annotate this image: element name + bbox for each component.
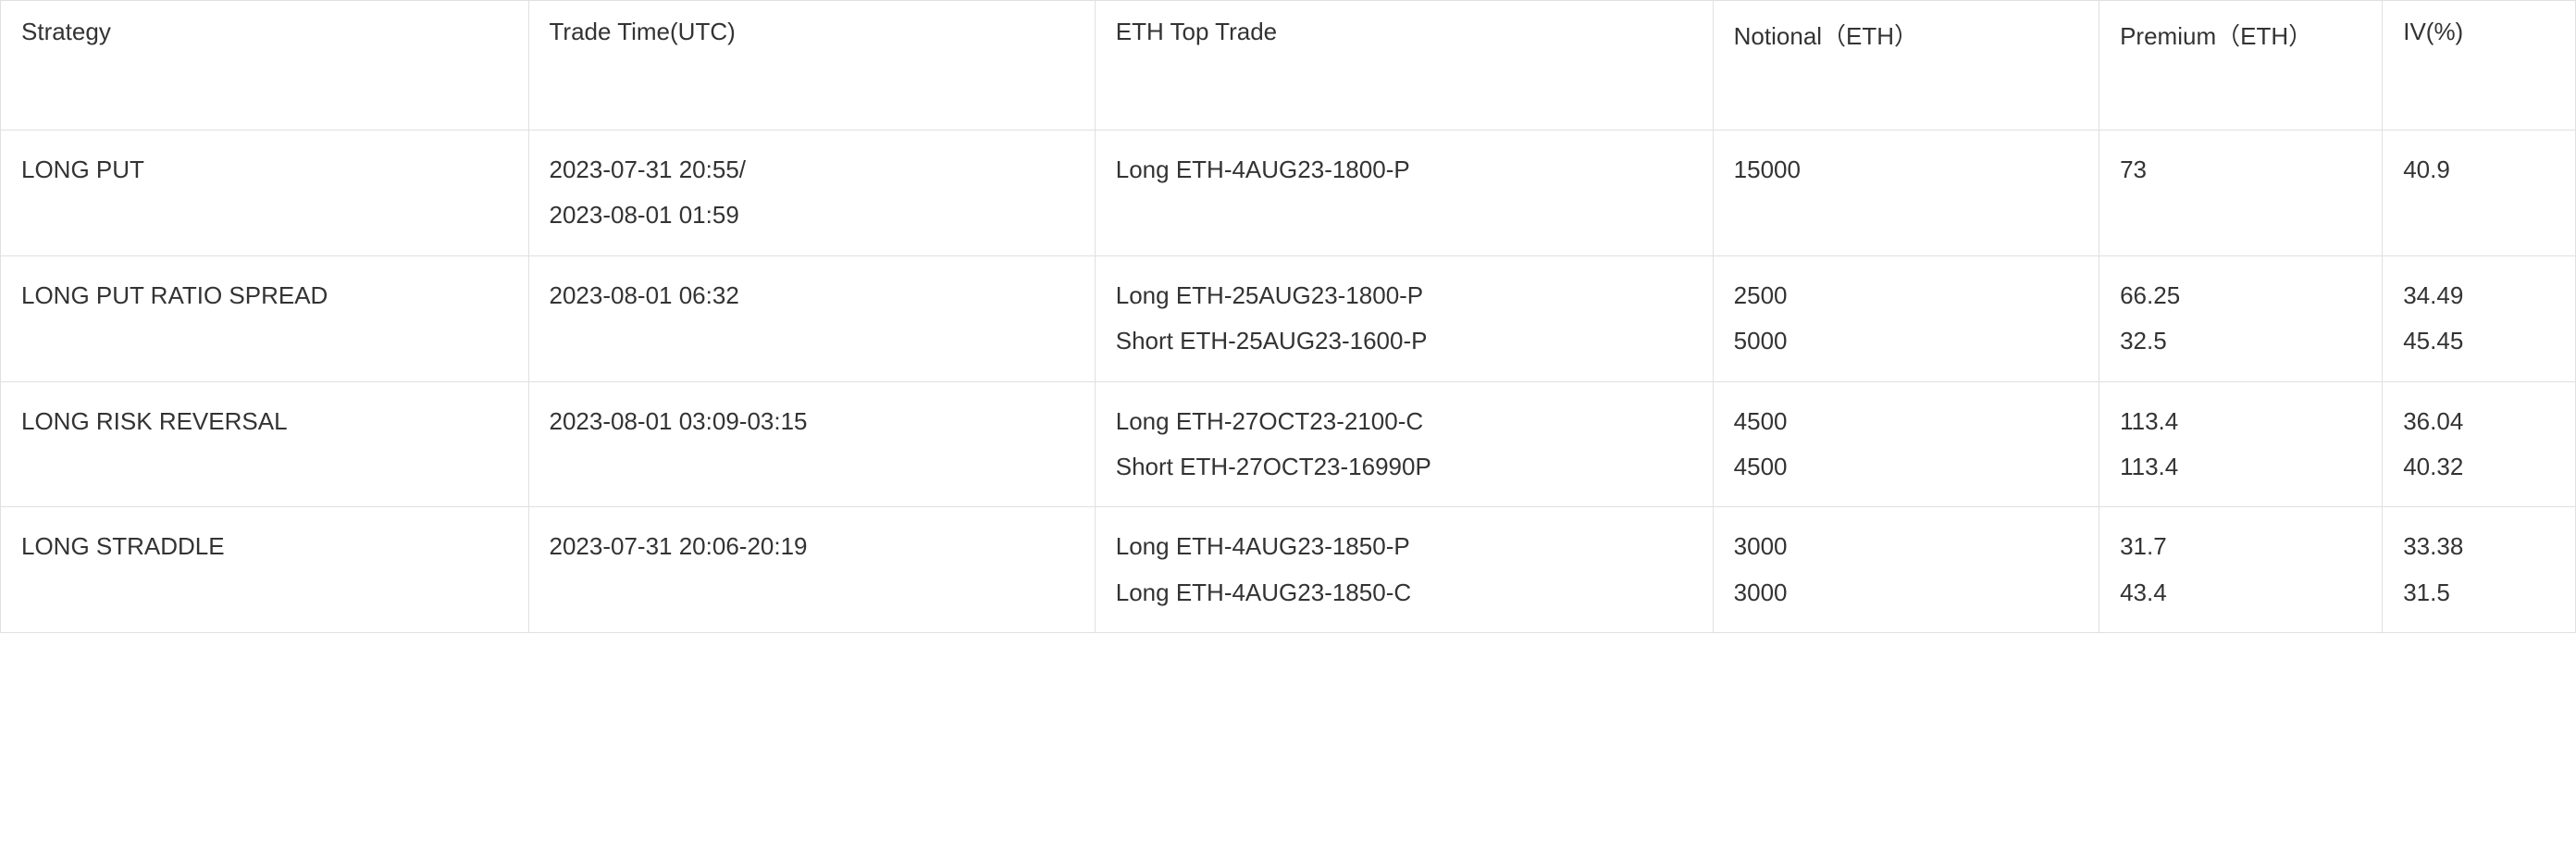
cell-notional: 4500 4500 (1713, 381, 2099, 507)
table-header: Strategy Trade Time(UTC) ETH Top Trade N… (1, 1, 2576, 131)
cell-value: 5000 (1734, 318, 2078, 364)
cell-value: Short ETH-27OCT23-16990P (1116, 444, 1692, 490)
cell-value: 2023-08-01 06:32 (550, 273, 1074, 318)
cell-value: 2023-07-31 20:06-20:19 (550, 524, 1074, 569)
cell-trade-time: 2023-08-01 03:09-03:15 (528, 381, 1095, 507)
cell-value: 33.38 (2403, 524, 2555, 569)
col-header-top-trade: ETH Top Trade (1095, 1, 1713, 131)
cell-value: 40.32 (2403, 444, 2555, 490)
cell-trade-time: 2023-07-31 20:06-20:19 (528, 507, 1095, 633)
col-header-premium: Premium（ETH） (2099, 1, 2383, 131)
cell-premium: 66.25 32.5 (2099, 255, 2383, 381)
cell-notional: 2500 5000 (1713, 255, 2099, 381)
cell-value: 3000 (1734, 524, 2078, 569)
cell-value: LONG PUT (21, 147, 508, 193)
cell-iv: 40.9 (2383, 131, 2576, 256)
cell-value: 4500 (1734, 444, 2078, 490)
cell-value: Long ETH-27OCT23-2100-C (1116, 399, 1692, 444)
cell-premium: 73 (2099, 131, 2383, 256)
cell-notional: 15000 (1713, 131, 2099, 256)
cell-value: 40.9 (2403, 147, 2555, 193)
cell-value: 113.4 (2120, 399, 2361, 444)
cell-top-trade: Long ETH-4AUG23-1850-P Long ETH-4AUG23-1… (1095, 507, 1713, 633)
cell-premium: 31.7 43.4 (2099, 507, 2383, 633)
cell-value: Long ETH-25AUG23-1800-P (1116, 273, 1692, 318)
cell-strategy: LONG PUT (1, 131, 529, 256)
cell-strategy: LONG STRADDLE (1, 507, 529, 633)
col-header-trade-time: Trade Time(UTC) (528, 1, 1095, 131)
cell-top-trade: Long ETH-25AUG23-1800-P Short ETH-25AUG2… (1095, 255, 1713, 381)
cell-iv: 33.38 31.5 (2383, 507, 2576, 633)
cell-top-trade: Long ETH-27OCT23-2100-C Short ETH-27OCT2… (1095, 381, 1713, 507)
cell-trade-time: 2023-07-31 20:55/ 2023-08-01 01:59 (528, 131, 1095, 256)
cell-value: LONG RISK REVERSAL (21, 399, 508, 444)
cell-value: LONG PUT RATIO SPREAD (21, 273, 508, 318)
cell-iv: 36.04 40.32 (2383, 381, 2576, 507)
cell-value: Long ETH-4AUG23-1850-P (1116, 524, 1692, 569)
table-row: LONG RISK REVERSAL 2023-08-01 03:09-03:1… (1, 381, 2576, 507)
cell-value: Long ETH-4AUG23-1850-C (1116, 570, 1692, 616)
table-body: LONG PUT 2023-07-31 20:55/ 2023-08-01 01… (1, 131, 2576, 633)
cell-strategy: LONG RISK REVERSAL (1, 381, 529, 507)
cell-value: 43.4 (2120, 570, 2361, 616)
cell-top-trade: Long ETH-4AUG23-1800-P (1095, 131, 1713, 256)
cell-value: 2023-08-01 03:09-03:15 (550, 399, 1074, 444)
cell-value: 3000 (1734, 570, 2078, 616)
cell-value: 32.5 (2120, 318, 2361, 364)
table-row: LONG PUT RATIO SPREAD 2023-08-01 06:32 L… (1, 255, 2576, 381)
cell-value: 66.25 (2120, 273, 2361, 318)
cell-value: 31.5 (2403, 570, 2555, 616)
cell-trade-time: 2023-08-01 06:32 (528, 255, 1095, 381)
cell-value: 34.49 (2403, 273, 2555, 318)
col-header-strategy: Strategy (1, 1, 529, 131)
cell-value: 73 (2120, 147, 2361, 193)
col-header-notional: Notional（ETH） (1713, 1, 2099, 131)
cell-value: LONG STRADDLE (21, 524, 508, 569)
cell-value: 2500 (1734, 273, 2078, 318)
cell-value: Long ETH-4AUG23-1800-P (1116, 147, 1692, 193)
cell-strategy: LONG PUT RATIO SPREAD (1, 255, 529, 381)
cell-value: 113.4 (2120, 444, 2361, 490)
eth-trades-table: Strategy Trade Time(UTC) ETH Top Trade N… (0, 0, 2576, 633)
cell-value: 45.45 (2403, 318, 2555, 364)
cell-value: 4500 (1734, 399, 2078, 444)
cell-value: Short ETH-25AUG23-1600-P (1116, 318, 1692, 364)
cell-notional: 3000 3000 (1713, 507, 2099, 633)
cell-iv: 34.49 45.45 (2383, 255, 2576, 381)
cell-value: 2023-07-31 20:55/ (550, 147, 1074, 193)
header-row: Strategy Trade Time(UTC) ETH Top Trade N… (1, 1, 2576, 131)
table-row: LONG PUT 2023-07-31 20:55/ 2023-08-01 01… (1, 131, 2576, 256)
cell-value: 31.7 (2120, 524, 2361, 569)
cell-value: 2023-08-01 01:59 (550, 193, 1074, 238)
table-row: LONG STRADDLE 2023-07-31 20:06-20:19 Lon… (1, 507, 2576, 633)
cell-value: 36.04 (2403, 399, 2555, 444)
col-header-iv: IV(%) (2383, 1, 2576, 131)
cell-value: 15000 (1734, 147, 2078, 193)
cell-premium: 113.4 113.4 (2099, 381, 2383, 507)
